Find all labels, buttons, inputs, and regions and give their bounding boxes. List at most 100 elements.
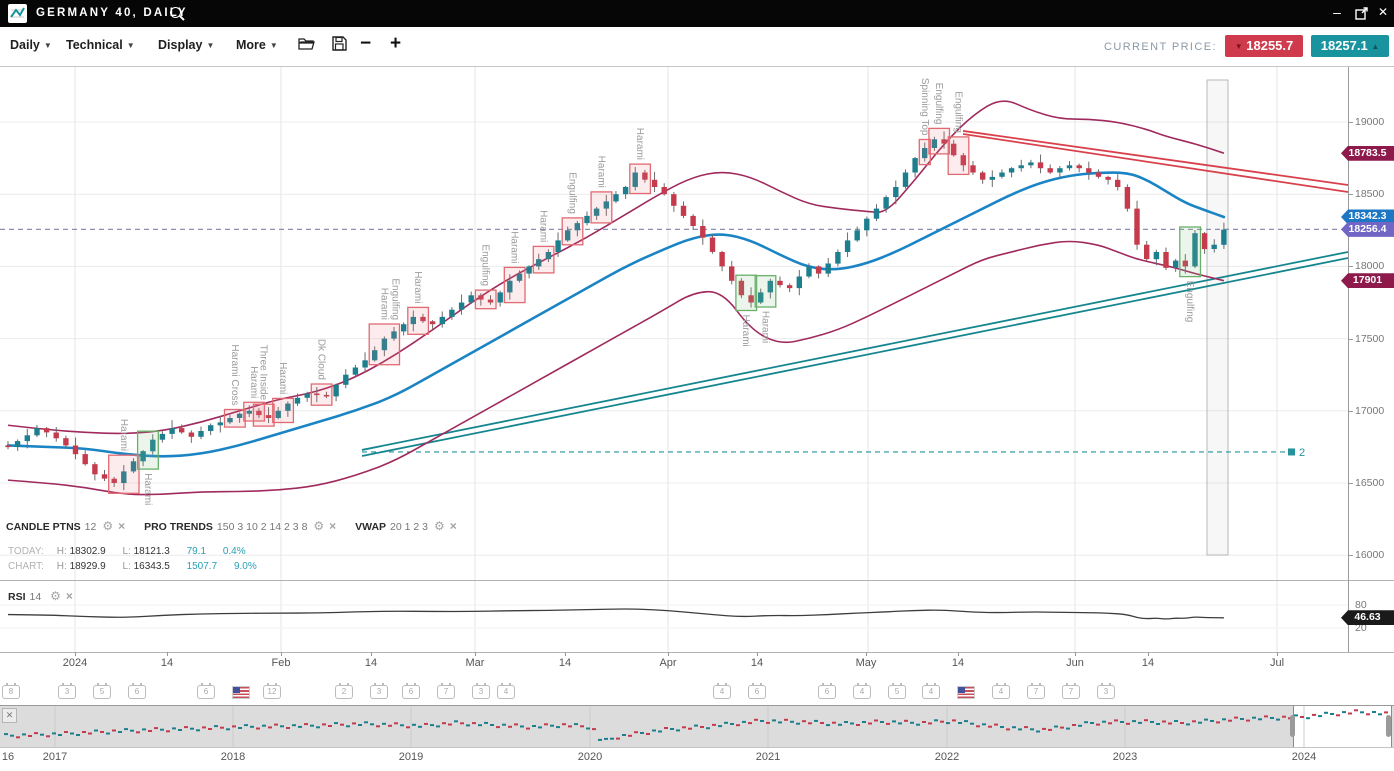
calendar-event-icon[interactable]: 6: [748, 683, 766, 699]
navigator-year-label: 2021: [755, 751, 781, 763]
time-axis-tick-mark: [668, 652, 669, 656]
close-button[interactable]: ✕: [1377, 5, 1389, 19]
calendar-event-icon[interactable]: 12: [263, 683, 281, 699]
menu-more[interactable]: More ▼: [236, 38, 278, 52]
gear-icon[interactable]: ⚙: [433, 519, 445, 533]
calendar-event-icon[interactable]: 4: [853, 683, 871, 699]
arrow-down-icon: ▼: [1234, 42, 1243, 51]
app-logo-icon: [8, 4, 27, 23]
calendar-event-icon[interactable]: 4: [992, 683, 1010, 699]
rsi-axis-tick: 80: [1355, 599, 1367, 611]
remove-indicator-icon[interactable]: ×: [118, 519, 126, 533]
calendar-event-icon[interactable]: 7: [1062, 683, 1080, 699]
gear-icon[interactable]: ⚙: [313, 519, 325, 533]
calendar-event-icon[interactable]: 4: [497, 683, 515, 699]
menu-display[interactable]: Display ▼: [158, 38, 215, 52]
price-axis-tick: 18500: [1355, 188, 1385, 201]
menu-technical[interactable]: Technical ▼: [66, 38, 135, 52]
sell-price-button[interactable]: ▼ 18255.7: [1225, 35, 1303, 57]
price-axis-tick-mark: [1348, 338, 1353, 340]
stats-today: TODAY: H: 18302.9 L: 18121.3 79.1 0.4%: [8, 546, 246, 557]
remove-indicator-icon[interactable]: ×: [65, 589, 73, 603]
calendar-event-icon[interactable]: 8: [2, 683, 20, 699]
svg-text:Harami: Harami: [509, 231, 520, 263]
navigator-year-label: 2023: [1112, 751, 1138, 763]
svg-text:Harami: Harami: [538, 210, 549, 242]
indicator-candle-ptns: CANDLE PTNS 12 ⚙ ×: [6, 519, 126, 533]
remove-indicator-icon[interactable]: ×: [449, 519, 457, 533]
price-tag: 18256.4: [1341, 221, 1394, 237]
calendar-event-icon[interactable]: 4: [922, 683, 940, 699]
calendar-event-icon[interactable]: 3: [58, 683, 76, 699]
navigator-top-border: [0, 705, 1394, 706]
time-axis-label: May: [855, 657, 877, 669]
calendar-event-icon[interactable]: 3: [370, 683, 388, 699]
svg-text:Spinning Top: Spinning Top: [919, 78, 930, 136]
navigator-year-label: 2018: [220, 751, 246, 763]
time-axis-label: 14: [160, 657, 174, 669]
chevron-down-icon: ▼: [126, 41, 135, 50]
price-tag: 17901: [1341, 273, 1394, 289]
remove-indicator-icon[interactable]: ×: [329, 519, 337, 533]
time-axis-label: Apr: [659, 657, 677, 669]
rsi-value-tag: 46.63: [1341, 610, 1394, 626]
calendar-event-icon[interactable]: 4: [713, 683, 731, 699]
current-price-label: CURRENT PRICE:: [1104, 41, 1217, 53]
calendar-event-icon[interactable]: 5: [888, 683, 906, 699]
price-axis-tick-mark: [1348, 410, 1353, 412]
navigator-year-label: 2017: [42, 751, 68, 763]
calendar-event-icon[interactable]: 6: [128, 683, 146, 699]
navigator-year-label: 2020: [577, 751, 603, 763]
time-axis-tick-mark: [371, 652, 372, 656]
axis-divider: [0, 652, 1394, 653]
zoom-in-button[interactable]: +: [390, 33, 402, 54]
svg-text:Harami: Harami: [248, 366, 259, 398]
calendar-event-icon[interactable]: 7: [1027, 683, 1045, 699]
indicator-legend: CANDLE PTNS 12 ⚙ × PRO TRENDS 150 3 10 2 14 …: [6, 519, 473, 533]
search-icon[interactable]: [170, 7, 181, 18]
time-axis-tick-mark: [281, 652, 282, 656]
popout-button[interactable]: [1350, 0, 1372, 27]
calendar-event-icon[interactable]: 3: [1097, 683, 1115, 699]
svg-text:Engulfing: Engulfing: [480, 244, 491, 286]
menu-daily[interactable]: Daily ▼: [10, 38, 52, 52]
navigator-selection-window[interactable]: [1293, 706, 1392, 747]
navigator-close-button[interactable]: ✕: [2, 708, 17, 723]
svg-text:Harami: Harami: [634, 128, 645, 160]
time-axis-label: 14: [750, 657, 764, 669]
chart-title: GERMANY 40, DAILY: [36, 7, 188, 19]
navigator-bottom-border: [0, 747, 1394, 748]
navigator-strip[interactable]: [0, 706, 1394, 747]
navigator-left-handle[interactable]: [1290, 715, 1295, 737]
svg-text:Three Inside: Three Inside: [258, 345, 269, 401]
time-axis-label: 2024: [62, 657, 88, 669]
calendar-event-icon[interactable]: 6: [197, 683, 215, 699]
time-axis-tick-mark: [75, 652, 76, 656]
svg-text:Harami: Harami: [118, 419, 129, 451]
time-axis-tick-mark: [958, 652, 959, 656]
us-flag-icon[interactable]: [957, 686, 975, 699]
time-axis-tick-mark: [1075, 652, 1076, 656]
us-flag-icon[interactable]: [232, 686, 250, 699]
price-axis-tick: 18000: [1355, 260, 1385, 273]
svg-text:2: 2: [1299, 447, 1305, 459]
calendar-event-icon[interactable]: 2: [335, 683, 353, 699]
price-axis-tick-mark: [1348, 483, 1353, 484]
gear-icon[interactable]: ⚙: [102, 519, 114, 533]
navigator-year-label: 2024: [1291, 751, 1317, 763]
time-axis-label: 14: [1141, 657, 1155, 669]
calendar-event-icon[interactable]: 3: [472, 683, 490, 699]
calendar-event-icon[interactable]: 7: [437, 683, 455, 699]
calendar-event-icon[interactable]: 6: [818, 683, 836, 699]
calendar-event-icon[interactable]: 6: [402, 683, 420, 699]
price-tag: 18783.5: [1341, 145, 1394, 161]
zoom-out-button[interactable]: −: [360, 33, 372, 54]
price-axis-tick: 17000: [1355, 404, 1385, 417]
gear-icon[interactable]: ⚙: [50, 589, 61, 603]
calendar-event-icon[interactable]: 5: [93, 683, 111, 699]
stats-chart: CHART: H: 18929.9 L: 16343.5 1507.7 9.0%: [8, 561, 257, 572]
buy-price-button[interactable]: 18257.1 ▲: [1311, 35, 1389, 57]
navigator-right-handle[interactable]: [1386, 715, 1391, 737]
minimize-button[interactable]: –: [1333, 4, 1341, 20]
